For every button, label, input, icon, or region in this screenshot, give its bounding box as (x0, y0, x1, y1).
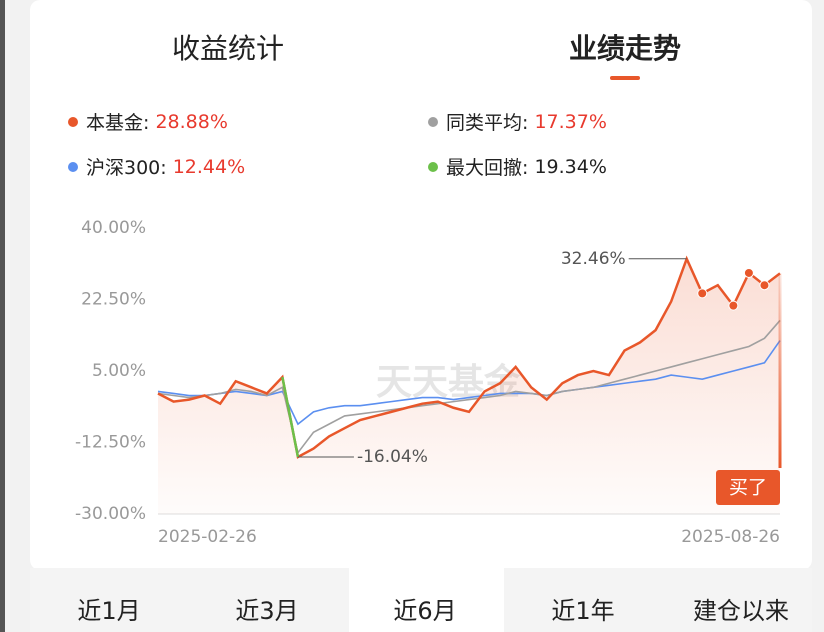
y-tick-label: 5.00% (92, 361, 146, 381)
tab[interactable]: 收益统计 (172, 32, 284, 65)
legend-dot (428, 116, 438, 127)
legend-value: 12.44% (172, 155, 246, 178)
legend-name: 最大回撤 (446, 153, 534, 180)
drawdown-line (281, 376, 300, 458)
y-tick-label: 22.50% (81, 290, 146, 310)
period-tab[interactable]: 近6月 (393, 597, 456, 625)
buy-marker (759, 280, 770, 291)
tab-underline (610, 76, 640, 80)
legend-name: 同类平均 (446, 108, 534, 135)
buy-marker (743, 267, 754, 278)
buy-marker (728, 300, 739, 311)
line (157, 319, 781, 455)
area (158, 258, 780, 514)
period-tab[interactable]: 近3月 (235, 597, 298, 625)
legend-item: 本基金28.88% (68, 108, 228, 135)
legend-item: 同类平均17.37% (428, 108, 607, 135)
legend-dot (68, 116, 78, 127)
legend-item: 最大回撤19.34% (428, 153, 607, 180)
legend-value: 19.34% (534, 155, 607, 178)
x-tick-label: 2025-08-26 (681, 527, 780, 547)
line (157, 255, 781, 459)
y-tick-label: 40.00% (81, 218, 146, 238)
legend-dot (68, 161, 78, 172)
badge-bg (716, 470, 780, 505)
period-tab[interactable]: 近1月 (77, 597, 140, 625)
period-tab[interactable]: 建仓以来 (693, 597, 789, 625)
legend-name: 本基金 (86, 108, 155, 135)
period-tab[interactable]: 近1年 (551, 597, 614, 625)
legend-name: 沪深300 (86, 153, 173, 180)
y-tick-label: -30.00% (75, 504, 146, 524)
legend-dot (428, 161, 438, 172)
edge (0, 0, 5, 632)
legend-value: 28.88% (155, 110, 228, 133)
buy-line (778, 273, 782, 468)
legend-item: 沪深30012.44% (68, 153, 245, 180)
badge: 买了 (729, 477, 767, 499)
legend-value: 17.37% (534, 110, 607, 133)
value-label: 32.46% (561, 249, 626, 269)
value-label: -16.04% (357, 447, 428, 467)
y-tick-label: -12.50% (75, 433, 146, 453)
period-active (349, 568, 504, 632)
buy-marker (697, 288, 708, 299)
x-tick-label: 2025-02-26 (158, 527, 257, 547)
tab[interactable]: 业绩走势 (569, 32, 681, 65)
